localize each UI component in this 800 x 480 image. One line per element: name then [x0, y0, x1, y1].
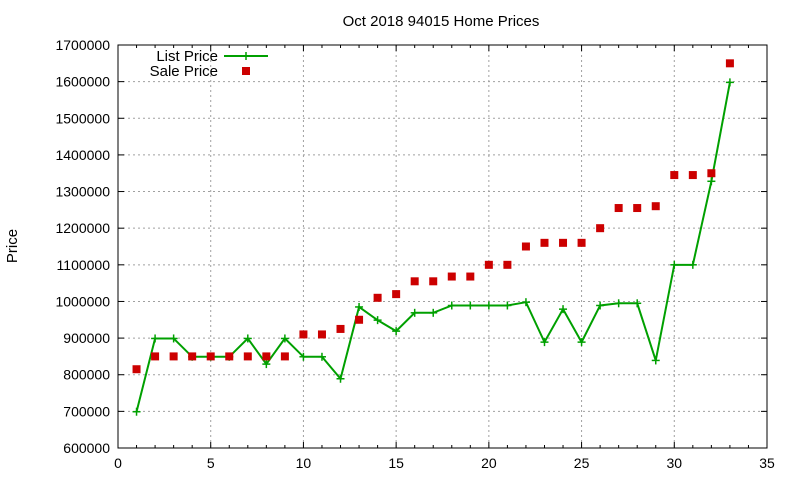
sale-price-point: [725, 59, 734, 68]
chart-title: Oct 2018 94015 Home Prices: [343, 13, 540, 30]
sale-price-point: [410, 277, 419, 286]
list-price-point: [725, 78, 734, 87]
sale-price-point: [225, 352, 234, 361]
list-price-point: [540, 338, 549, 347]
tick-labels: 600000 700000 800000 900000 1000000 1100000 12…: [55, 37, 775, 471]
sale-price-point: [447, 272, 456, 281]
grid-lines: [118, 45, 767, 448]
sale-price-point: [392, 290, 401, 299]
list-price-point: [484, 301, 493, 310]
sale-price-point: [169, 352, 178, 361]
x-tick-label: 15: [388, 455, 404, 471]
y-tick-label: 700000: [63, 403, 110, 419]
sale-price-point: [188, 352, 197, 361]
list-price-point: [243, 334, 252, 343]
sale-price-point: [633, 204, 642, 213]
y-tick-label: 1700000: [55, 37, 110, 53]
y-tick-label: 600000: [63, 440, 110, 456]
legend-marker-list-price: [242, 52, 250, 60]
sale-price-point: [429, 277, 438, 286]
list-price-point: [521, 298, 530, 307]
legend: List Price Sale Price: [150, 48, 268, 80]
sale-price-point: [132, 365, 141, 374]
list-price-point: [614, 299, 623, 308]
sale-price-point: [280, 352, 289, 361]
list-price-point: [707, 177, 716, 186]
y-tick-label: 1100000: [57, 257, 111, 273]
legend-label-sale-price: Sale Price: [150, 63, 218, 80]
sale-price-point: [614, 204, 623, 213]
list-price-point: [466, 301, 475, 310]
sale-price-point: [540, 238, 549, 247]
sale-price-point: [521, 242, 530, 251]
sale-price-point: [336, 324, 345, 333]
sale-price-point: [651, 202, 660, 211]
x-tick-label: 25: [574, 455, 590, 471]
plot-frame: [117, 44, 768, 449]
y-tick-label: 1400000: [55, 147, 110, 163]
list-price-point: [651, 356, 660, 365]
list-price-point: [392, 327, 401, 336]
series-layer: [132, 59, 734, 416]
sale-price-point: [262, 352, 271, 361]
legend-marker-sale-price: [242, 67, 250, 75]
x-tick-label: 5: [207, 455, 215, 471]
x-tick-label: 0: [114, 455, 122, 471]
axis-ticks: [117, 44, 768, 449]
list-price-point: [169, 334, 178, 343]
list-price-point: [317, 352, 326, 361]
y-tick-label: 1000000: [55, 293, 110, 309]
sale-price-point: [355, 315, 364, 324]
list-price-point: [633, 299, 642, 308]
sale-price-point: [596, 224, 605, 233]
y-tick-label: 1500000: [55, 110, 110, 126]
list-price-point: [577, 338, 586, 347]
list-price-point: [336, 374, 345, 383]
y-tick-label: 800000: [63, 367, 110, 383]
list-price-point: [670, 260, 679, 269]
legend-label-list-price: List Price: [156, 48, 218, 65]
sale-price-point: [466, 272, 475, 281]
list-price-point: [280, 334, 289, 343]
sale-price-point: [206, 352, 215, 361]
y-tick-label: 1600000: [55, 74, 110, 90]
list-price-point: [503, 301, 512, 310]
x-tick-label: 10: [296, 455, 312, 471]
list-price-point: [410, 308, 419, 317]
sale-price-point: [373, 293, 382, 302]
list-price-point: [132, 407, 141, 416]
sale-price-point: [707, 169, 716, 178]
list-price-point: [262, 360, 271, 369]
list-price-point: [447, 301, 456, 310]
sale-price-point: [503, 260, 512, 269]
sale-price-point: [577, 238, 586, 247]
sale-price-point: [688, 171, 697, 180]
list-price-point: [373, 316, 382, 325]
sale-price-point: [317, 330, 326, 339]
y-tick-label: 1200000: [55, 220, 110, 236]
list-price-point: [151, 334, 160, 343]
sale-price-point: [484, 260, 493, 269]
y-tick-label: 900000: [63, 330, 110, 346]
list-price-point: [429, 308, 438, 317]
list-price-point: [559, 305, 568, 314]
sale-price-point: [559, 238, 568, 247]
sale-price-point: [243, 352, 252, 361]
y-tick-label: 1300000: [55, 184, 110, 200]
list-price-point: [299, 352, 308, 361]
x-tick-label: 35: [759, 455, 775, 471]
sale-price-point: [299, 330, 308, 339]
sale-price-point: [151, 352, 160, 361]
y-axis-label: Price: [4, 229, 21, 263]
list-price-line: [135, 82, 731, 412]
list-price-point: [688, 260, 697, 269]
list-price-point: [596, 301, 605, 310]
x-tick-label: 20: [481, 455, 497, 471]
list-price-point: [355, 302, 364, 311]
sale-price-point: [670, 171, 679, 180]
x-tick-label: 30: [666, 455, 682, 471]
